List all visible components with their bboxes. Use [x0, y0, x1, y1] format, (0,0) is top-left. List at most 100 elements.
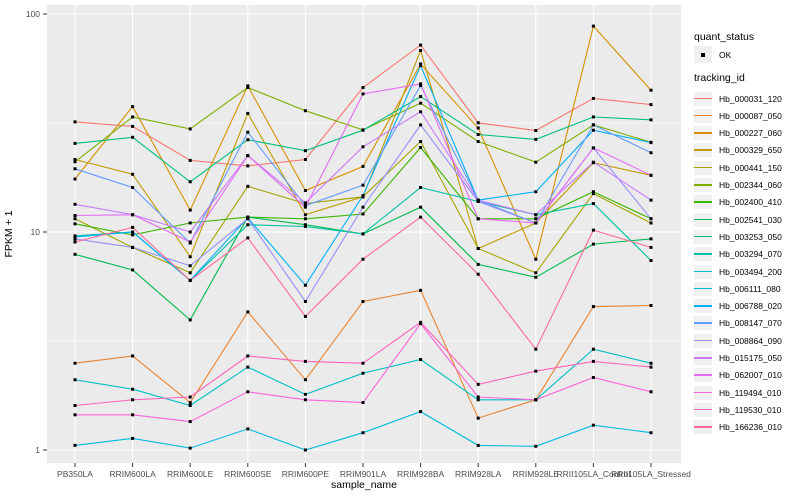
legend-key-line [694, 299, 712, 314]
legend-item: Hb_119494_010 [694, 384, 781, 401]
data-point [303, 189, 307, 193]
data-point [649, 304, 653, 308]
legend-item-label: Hb_006111_080 [719, 283, 781, 294]
data-point [419, 186, 423, 190]
legend-line-swatch [694, 391, 712, 394]
legend-item-label: Hb_000087_050 [719, 110, 782, 121]
data-point [419, 140, 423, 144]
data-point [361, 361, 365, 365]
data-point [303, 109, 307, 113]
legend-key-point [694, 46, 712, 63]
data-point [649, 103, 653, 107]
legend-line-swatch [694, 339, 712, 342]
data-point [188, 318, 192, 322]
legend-item: Hb_002344_060 [694, 177, 782, 194]
data-point [131, 225, 135, 229]
data-point [649, 365, 653, 369]
data-point [73, 443, 77, 447]
legend-item: Hb_003294_070 [694, 246, 782, 263]
legend-title-tracking-id: tracking_id [694, 72, 745, 84]
legend-key-line [694, 333, 712, 348]
data-point [649, 390, 653, 394]
legend-key-line [694, 402, 712, 417]
legend-line-swatch [694, 97, 712, 100]
data-point [303, 223, 307, 227]
data-point [591, 242, 595, 246]
data-point [131, 105, 135, 109]
data-point [419, 410, 423, 414]
legend-item: Hb_008864_090 [694, 332, 782, 349]
data-point [303, 398, 307, 402]
data-point [303, 224, 307, 228]
data-point [188, 420, 192, 424]
data-point [73, 240, 77, 244]
legend-line-swatch [694, 408, 712, 411]
data-point [246, 164, 250, 168]
data-point [534, 137, 538, 141]
legend-key-line [694, 108, 712, 123]
data-point [419, 205, 423, 209]
data-point [246, 130, 250, 134]
data-point [131, 186, 135, 190]
data-point [131, 413, 135, 417]
data-point [246, 223, 250, 227]
data-point [73, 404, 77, 408]
legend-line-swatch [694, 166, 712, 169]
data-point [73, 217, 77, 221]
legend-key-line [694, 195, 712, 210]
data-point [73, 120, 77, 124]
data-point [303, 378, 307, 382]
data-point [476, 398, 480, 402]
data-point [246, 236, 250, 240]
legend-line-swatch [694, 374, 712, 376]
data-point [188, 404, 192, 408]
data-point [534, 271, 538, 275]
data-point [188, 446, 192, 450]
data-point [361, 371, 365, 375]
data-point [361, 232, 365, 236]
point-glyph [701, 53, 705, 57]
data-point [188, 221, 192, 225]
data-point [246, 217, 250, 221]
legend-key-line [694, 385, 712, 400]
data-point [476, 443, 480, 447]
data-point [591, 228, 595, 232]
y-tick-label: 1 [35, 445, 40, 455]
data-point [73, 158, 77, 162]
legend-item: Hb_003494_200 [694, 263, 782, 280]
data-point [591, 305, 595, 309]
data-point [649, 237, 653, 241]
data-point [419, 95, 423, 99]
data-point [131, 398, 135, 402]
data-point [476, 126, 480, 130]
legend-item-label: Hb_006788_020 [719, 301, 782, 312]
data-point [188, 208, 192, 212]
data-point [131, 172, 135, 176]
data-point [591, 128, 595, 132]
data-point [188, 230, 192, 234]
data-point [649, 259, 653, 263]
data-point [649, 141, 653, 145]
data-point [131, 387, 135, 391]
data-point [361, 145, 365, 149]
data-point [591, 146, 595, 150]
data-point [591, 123, 595, 127]
data-point [591, 347, 595, 351]
data-point [591, 96, 595, 100]
data-point [73, 160, 77, 164]
data-point [591, 423, 595, 427]
data-point [591, 24, 595, 28]
data-point [534, 221, 538, 225]
data-point [419, 288, 423, 292]
data-point [649, 221, 653, 225]
legend-key-line [694, 143, 712, 158]
legend-line-swatch [694, 270, 712, 273]
legend-key-line [694, 247, 712, 262]
data-point [534, 190, 538, 194]
data-point [534, 369, 538, 373]
data-point [534, 217, 538, 221]
data-point [188, 127, 192, 131]
data-point [649, 217, 653, 221]
data-point [303, 314, 307, 318]
